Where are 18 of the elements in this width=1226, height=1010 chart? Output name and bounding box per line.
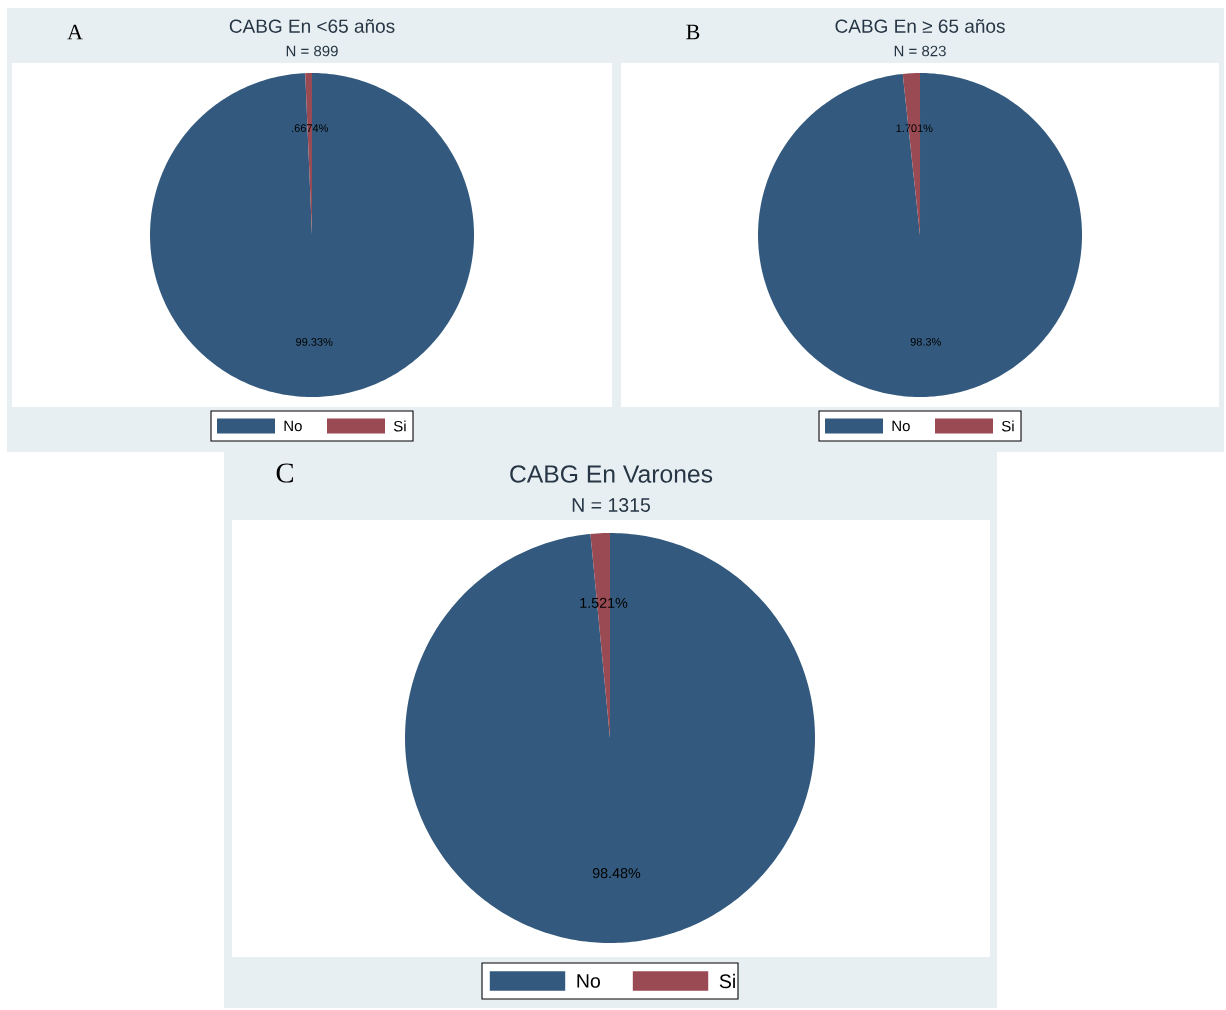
data-label: 98.3% [910, 337, 941, 346]
text: B [686, 24, 700, 40]
legend-label: Si [1001, 420, 1014, 432]
data-label: 99.33% [296, 338, 333, 346]
chart-title: CABG En Varones [510, 465, 713, 483]
legend-label: No [284, 420, 302, 432]
chart-subtitle: N = 1315 [572, 498, 650, 512]
text: A [67, 24, 83, 40]
data-label: 98.48% [592, 868, 641, 879]
text: C [276, 463, 293, 483]
legend-label: Si [393, 420, 406, 432]
legend-label: No [892, 420, 910, 432]
chart-subtitle: N = 899 [286, 45, 338, 57]
chart-subtitle: N = 823 [894, 45, 946, 57]
legend-label: No [577, 974, 600, 988]
chart-title: CABG En ≥ 65 años [835, 19, 1005, 33]
chart-title: CABG En <65 años [229, 19, 395, 33]
legend-label: Si [719, 973, 735, 989]
